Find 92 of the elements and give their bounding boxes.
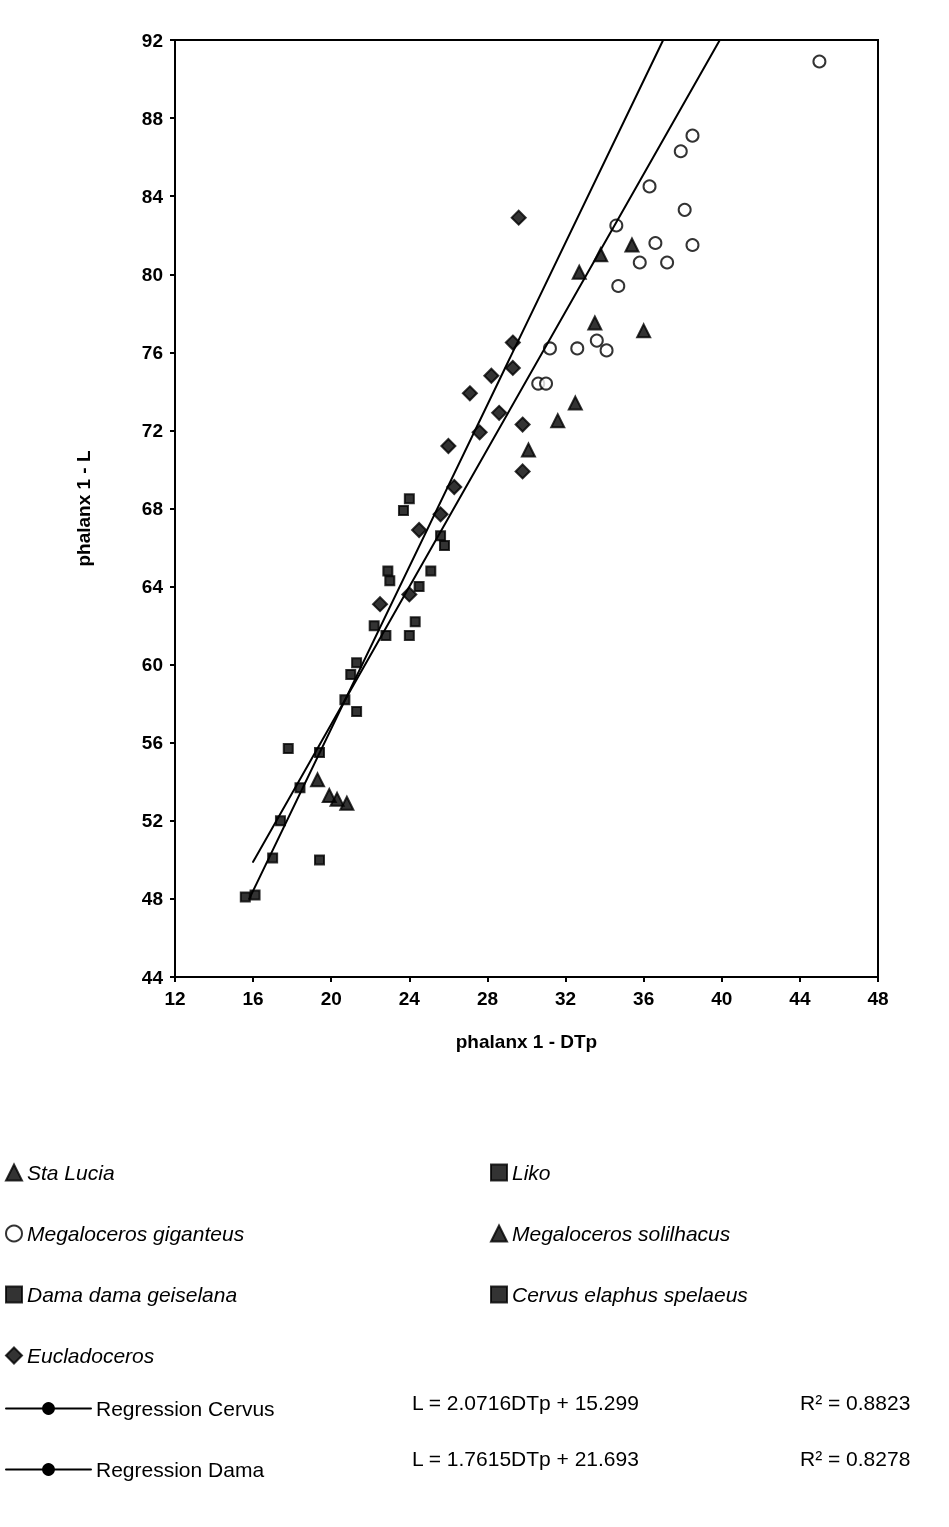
y-tick-label: 84 [141,185,164,207]
point [567,395,583,411]
x-tick-label: 28 [476,988,499,1009]
point [660,255,675,270]
point [685,128,700,143]
point [438,540,450,552]
legend-label: Cervus elaphus spelaeus [512,1283,749,1306]
point [425,565,437,577]
x-tick-label: 20 [320,988,342,1009]
y-tick-label: 64 [141,576,164,598]
legend-label: Regression Cervus [96,1397,275,1420]
point [570,341,585,356]
y-tick-label: 88 [141,107,163,129]
y-tick-label: 44 [141,966,164,988]
point [587,315,603,331]
point [345,668,357,680]
x-tick-label: 44 [789,988,811,1009]
point [314,854,326,866]
point [413,581,425,593]
text: R² = 0.8278 [800,1447,911,1470]
point [351,706,363,718]
point [624,237,640,253]
text: L = 1.7615DTp + 21.693 [412,1447,639,1470]
y-tick-label: 92 [141,29,163,51]
y-tick-label: 56 [141,732,163,754]
point [432,506,449,523]
point [446,479,463,496]
point [632,255,647,270]
y-tick-label: 52 [141,810,163,832]
y-tick-label: 76 [141,341,163,363]
point [249,889,261,901]
point [510,209,527,226]
point [677,202,692,217]
point [409,616,421,628]
point [636,323,652,339]
point [685,237,700,252]
point [491,404,508,421]
point [550,413,566,429]
point [282,743,294,755]
point [539,376,554,391]
point [812,54,827,69]
point [310,772,326,788]
y-tick-label: 80 [141,263,163,285]
legend-label: Megaloceros solilhacus [512,1222,731,1245]
point [382,565,394,577]
point [520,442,536,458]
x-tick-label: 16 [242,988,264,1009]
legend-label: Liko [512,1161,551,1184]
x-tick-label: 24 [398,988,421,1009]
text: L = 2.0716DTp + 15.299 [412,1391,639,1414]
point [403,629,415,641]
point [368,620,380,632]
y-tick-label: 68 [141,498,163,519]
legend-label: Megaloceros giganteus [27,1222,245,1245]
point [589,333,604,348]
point [384,575,396,587]
point [673,144,688,159]
y-tick-label: 48 [141,888,163,910]
point [372,596,389,613]
legend-label: Sta Lucia [27,1161,115,1184]
y-axis-title: phalanx 1 - L [73,450,94,567]
point [461,385,478,402]
point [239,891,251,903]
y-tick-label: 60 [141,654,163,676]
point [397,504,409,516]
point [351,657,363,669]
point [403,493,415,505]
x-axis-title: phalanx 1 - DTp [455,1031,598,1052]
legend-label: Regression Dama [96,1458,265,1481]
point [329,791,345,807]
y-tick-label: 72 [141,419,163,441]
x-tick-label: 40 [711,988,733,1009]
x-tick-label: 48 [867,988,889,1009]
point [514,463,531,480]
point [504,359,521,376]
point [571,264,587,280]
x-tick-label: 12 [164,988,186,1009]
point [411,521,428,538]
point [483,367,500,384]
legend-label: Eucladoceros [27,1344,155,1367]
point [611,278,626,293]
point [339,795,355,811]
text: R² = 0.8823 [800,1391,911,1414]
x-tick-label: 36 [633,988,655,1009]
point [440,438,457,455]
point [514,416,531,433]
x-tick-label: 32 [554,988,577,1009]
point [599,343,614,358]
point [642,179,657,194]
point [648,236,663,251]
point [471,424,488,441]
legend-label: Dama dama geiselana [27,1283,238,1306]
